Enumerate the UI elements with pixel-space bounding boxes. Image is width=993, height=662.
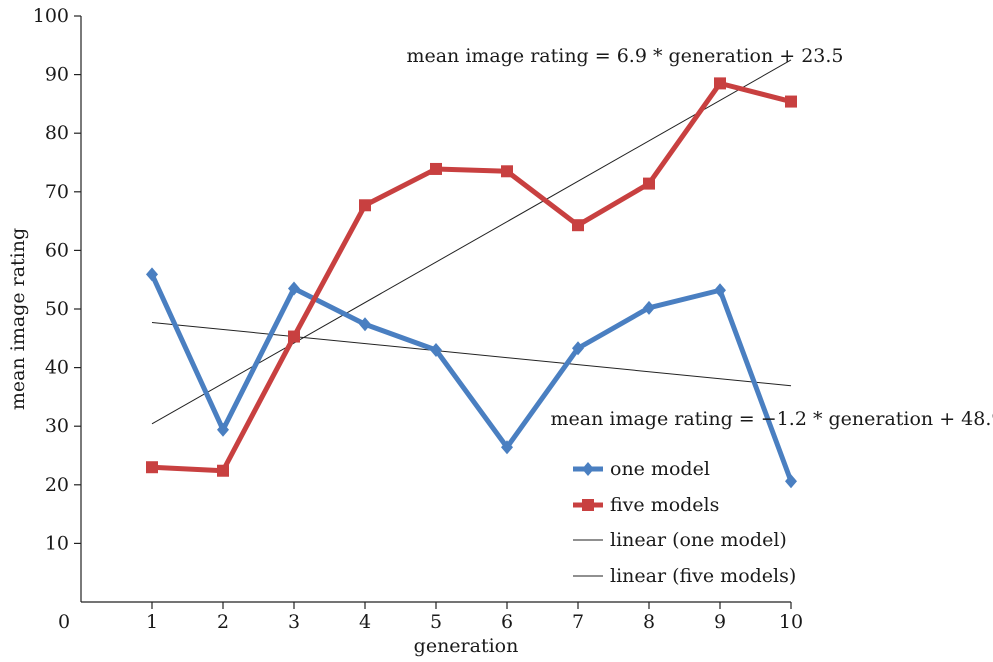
y-tick-label: 30: [45, 415, 69, 437]
data-point-five-models: [146, 461, 158, 474]
y-axis: 10 20 30 40 50 60 70 80 90 100: [33, 5, 82, 602]
y-tick-label: 70: [45, 181, 69, 203]
x-axis-title: generation: [414, 635, 519, 657]
data-point-one-model: [146, 267, 158, 282]
legend-label-five-models: five models: [610, 494, 719, 516]
legend-marker-five-models: [582, 499, 594, 511]
data-point-one-model: [430, 343, 442, 358]
series-lines: [149, 80, 794, 484]
trendline-equation-five-models: mean image rating = 6.9 * generation + 2…: [406, 45, 843, 67]
x-tick-label: 10: [779, 611, 803, 633]
data-point-one-model: [217, 422, 229, 437]
data-point-one-model: [643, 300, 655, 315]
legend-label-linear-five-models: linear (five models): [610, 565, 796, 587]
data-point-five-models: [359, 199, 371, 212]
data-point-five-models: [217, 464, 229, 477]
x-tick-label: 1: [146, 611, 158, 633]
data-point-five-models: [501, 165, 513, 178]
x-tick-label: 7: [572, 611, 584, 633]
y-axis-title: mean image rating: [7, 228, 29, 410]
series-line-one-model: [149, 271, 794, 484]
data-point-one-model: [501, 440, 513, 455]
x-tick-label: 3: [288, 611, 300, 633]
y-ticks: 10 20 30 40 50 60 70 80 90 100: [33, 5, 81, 554]
data-point-one-model: [714, 283, 726, 298]
x-tick-label: 2: [217, 611, 229, 633]
data-point-five-models: [430, 162, 442, 175]
y-tick-label: 10: [45, 532, 69, 554]
y-tick-label: 100: [33, 5, 69, 27]
series-line-five-models: [149, 80, 794, 474]
x-ticks: 0 1 2 3 4 5 6 7 8 9 10: [58, 602, 803, 633]
x-axis: 0 1 2 3 4 5 6 7 8 9 10: [58, 601, 803, 633]
data-point-five-models: [643, 177, 655, 190]
x-tick-label: 4: [359, 611, 371, 633]
y-tick-label: 80: [45, 122, 69, 144]
data-point-five-models: [288, 330, 300, 343]
data-point-one-model: [785, 474, 797, 489]
y-tick-label: 20: [45, 474, 69, 496]
y-tick-label: 90: [45, 64, 69, 86]
series-markers: [146, 77, 797, 489]
data-point-one-model: [359, 317, 371, 332]
data-point-five-models: [785, 95, 797, 108]
y-tick-label: 60: [45, 239, 69, 261]
x-tick-label: 6: [501, 611, 513, 633]
data-point-one-model: [288, 281, 300, 296]
y-tick-label: 40: [45, 357, 69, 379]
trendline-equation-one-model: mean image rating = −1.2 * generation + …: [551, 408, 993, 430]
legend-label-one-model: one model: [610, 458, 710, 480]
data-point-five-models: [572, 219, 584, 232]
x-tick-label: 5: [430, 611, 442, 633]
data-point-five-models: [714, 77, 726, 90]
data-point-one-model: [572, 341, 584, 356]
legend-label-linear-one-model: linear (one model): [610, 529, 787, 551]
x-tick-label: 9: [714, 611, 726, 633]
legend-marker-one-model: [582, 462, 594, 476]
x-tick-label: 0: [58, 611, 70, 633]
legend: one model five models linear (one model) li…: [573, 458, 796, 587]
y-tick-label: 50: [45, 298, 69, 320]
trendline-one-model: [151, 321, 792, 387]
x-tick-label: 8: [643, 611, 655, 633]
